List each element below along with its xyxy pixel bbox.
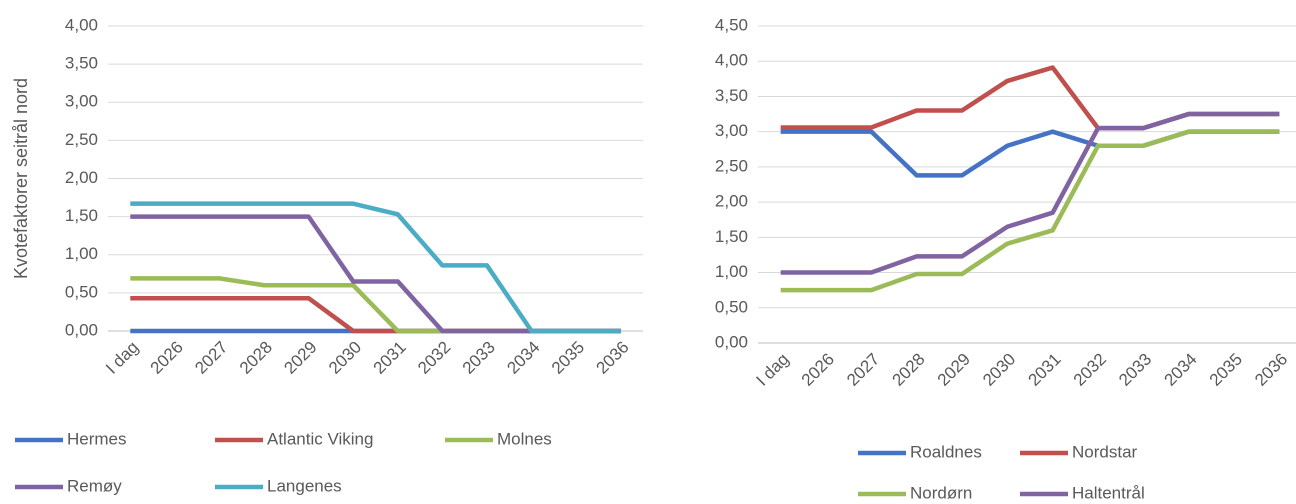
y-tick-label: 1,50 xyxy=(65,206,98,225)
line-series xyxy=(130,295,621,334)
x-tick-label: 2031 xyxy=(370,338,410,378)
x-tick-label: I dag xyxy=(752,350,792,390)
y-tick-label: 0,00 xyxy=(715,332,748,351)
x-tick-label: 2035 xyxy=(548,338,588,378)
x-tick-label: 2029 xyxy=(934,350,974,390)
y-tick-label: 3,50 xyxy=(65,54,98,73)
line-series xyxy=(130,201,621,334)
x-tick-label: 2034 xyxy=(503,338,543,378)
x-tick-label: 2029 xyxy=(280,338,320,378)
x-tick-label: 2033 xyxy=(1115,350,1155,390)
x-tick-label: 2031 xyxy=(1024,350,1064,390)
x-tick-label: 2026 xyxy=(147,338,187,378)
line-series xyxy=(130,276,621,334)
y-tick-label: 4,50 xyxy=(715,15,748,34)
y-tick-label: 4,00 xyxy=(65,15,98,34)
y-axis-title: Kvotefaktorer seitrål nord xyxy=(11,78,31,279)
legend-label: Nordørn xyxy=(910,483,972,502)
legend-label: Haltentrål xyxy=(1072,483,1145,502)
y-tick-label: 1,00 xyxy=(715,262,748,281)
x-tick-label: 2032 xyxy=(1070,350,1110,390)
y-tick-label: 0,50 xyxy=(65,282,98,301)
y-tick-label: 2,50 xyxy=(65,130,98,149)
legend-label: Atlantic Viking xyxy=(267,429,373,448)
line-series xyxy=(780,65,1280,131)
x-tick-label: 2032 xyxy=(414,338,454,378)
x-tick-label: 2027 xyxy=(191,338,231,378)
x-tick-label: 2033 xyxy=(459,338,499,378)
y-tick-label: 2,50 xyxy=(715,156,748,175)
line-series xyxy=(780,129,1280,293)
legend-label: Hermes xyxy=(67,429,127,448)
x-tick-label: 2035 xyxy=(1206,350,1246,390)
line-series xyxy=(780,129,1280,178)
line-series xyxy=(130,214,621,334)
x-tick-label: 2028 xyxy=(236,338,276,378)
line-series xyxy=(780,111,1280,275)
legend-label: Nordstar xyxy=(1072,442,1138,461)
legend-label: Langenes xyxy=(267,476,342,495)
y-tick-label: 4,00 xyxy=(715,51,748,70)
x-tick-label: I dag xyxy=(102,338,142,378)
x-tick-label: 2027 xyxy=(843,350,883,390)
legend-label: Molnes xyxy=(497,429,552,448)
x-tick-label: 2030 xyxy=(325,338,365,378)
y-tick-label: 1,00 xyxy=(65,244,98,263)
legend-label: Remøy xyxy=(67,476,122,495)
x-tick-label: 2034 xyxy=(1160,350,1200,390)
y-tick-label: 3,00 xyxy=(65,92,98,111)
legend-label: Roaldnes xyxy=(910,442,982,461)
x-tick-label: 2026 xyxy=(798,350,838,390)
x-tick-label: 2028 xyxy=(888,350,928,390)
x-tick-label: 2036 xyxy=(1251,350,1291,390)
y-tick-label: 2,00 xyxy=(715,192,748,211)
y-tick-label: 0,50 xyxy=(715,297,748,316)
x-tick-label: 2030 xyxy=(979,350,1019,390)
y-tick-label: 2,00 xyxy=(65,168,98,187)
y-tick-label: 3,50 xyxy=(715,86,748,105)
y-tick-label: 1,50 xyxy=(715,227,748,246)
y-tick-label: 3,00 xyxy=(715,121,748,140)
y-tick-label: 0,00 xyxy=(65,320,98,339)
x-tick-label: 2036 xyxy=(593,338,633,378)
